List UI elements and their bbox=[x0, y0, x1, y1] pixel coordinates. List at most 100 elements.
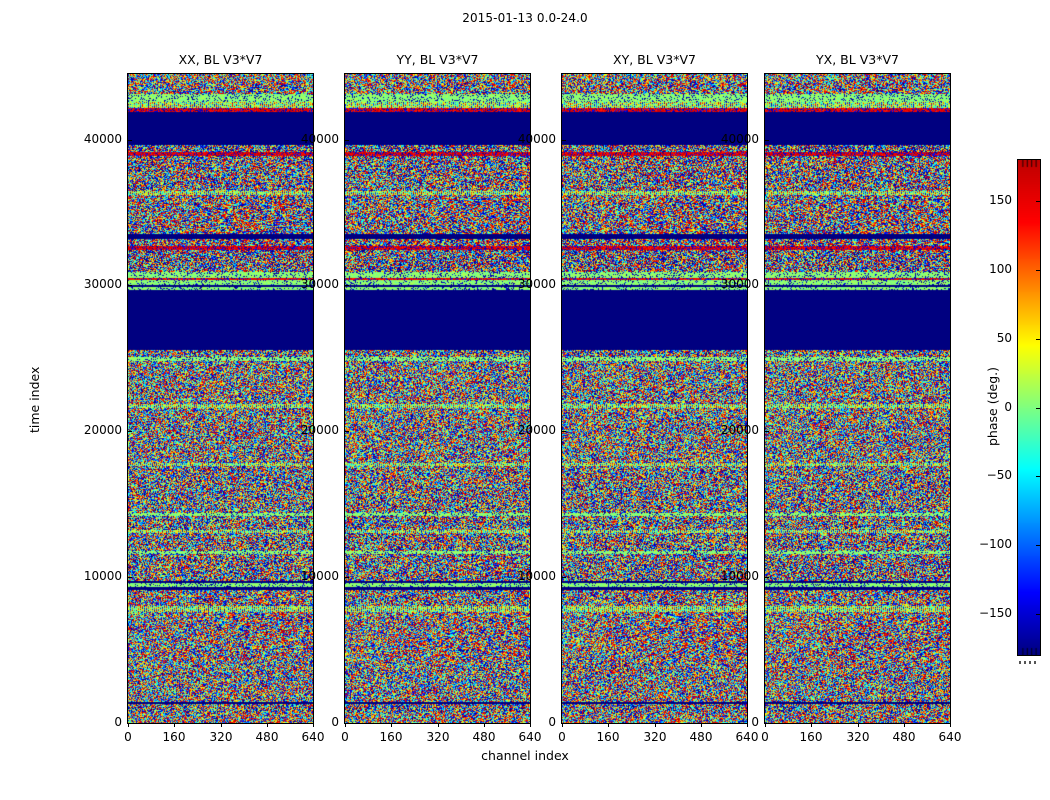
y-tick-label: 20000 bbox=[300, 423, 339, 437]
x-tick-mark bbox=[858, 723, 859, 727]
y-tick-mark bbox=[128, 140, 132, 141]
waterfall-image-yx bbox=[765, 74, 950, 723]
x-tick-label: 640 bbox=[301, 730, 325, 744]
y-tick-mark bbox=[765, 723, 769, 724]
waterfall-panel-xx[interactable] bbox=[127, 73, 314, 724]
x-tick-label: 640 bbox=[518, 730, 542, 744]
x-tick-label: 480 bbox=[892, 730, 916, 744]
y-tick-mark bbox=[765, 140, 769, 141]
y-tick-mark bbox=[562, 431, 566, 432]
x-tick-label: 160 bbox=[379, 730, 403, 744]
x-tick-label: 160 bbox=[162, 730, 186, 744]
x-tick-label: 640 bbox=[735, 730, 759, 744]
panel-title-yx: YX, BL V3*V7 bbox=[816, 52, 899, 67]
y-tick-mark bbox=[562, 140, 566, 141]
x-tick-mark bbox=[608, 723, 609, 727]
y-tick-mark bbox=[345, 285, 349, 286]
y-tick-mark bbox=[765, 577, 769, 578]
x-tick-mark bbox=[484, 723, 485, 727]
panel-title-xy: XY, BL V3*V7 bbox=[613, 52, 696, 67]
y-tick-label: 40000 bbox=[720, 132, 759, 146]
x-tick-mark bbox=[701, 723, 702, 727]
y-tick-mark bbox=[562, 577, 566, 578]
x-tick-mark bbox=[313, 723, 314, 727]
colorbar-tick-label: −100 bbox=[979, 537, 1012, 551]
y-tick-label: 30000 bbox=[720, 277, 759, 291]
x-tick-label: 320 bbox=[209, 730, 233, 744]
y-tick-mark bbox=[128, 723, 132, 724]
x-tick-mark bbox=[345, 723, 346, 727]
y-tick-mark bbox=[345, 140, 349, 141]
x-tick-mark bbox=[811, 723, 812, 727]
colorbar-tick-mark bbox=[1036, 476, 1040, 477]
x-tick-mark bbox=[267, 723, 268, 727]
x-tick-label: 0 bbox=[558, 730, 566, 744]
x-tick-mark bbox=[128, 723, 129, 727]
x-tick-label: 0 bbox=[341, 730, 349, 744]
colorbar-tick-label: 0 bbox=[1004, 400, 1012, 414]
y-tick-label: 40000 bbox=[300, 132, 339, 146]
y-tick-label: 0 bbox=[114, 715, 122, 729]
x-tick-mark bbox=[530, 723, 531, 727]
colorbar-tick-label: 50 bbox=[996, 331, 1012, 345]
y-tick-mark bbox=[128, 285, 132, 286]
colorbar-label: phase (deg.) bbox=[985, 366, 1000, 446]
colorbar-tick-mark bbox=[1036, 614, 1040, 615]
panel-title-yy: YY, BL V3*V7 bbox=[396, 52, 479, 67]
y-tick-mark bbox=[345, 577, 349, 578]
y-tick-label: 30000 bbox=[300, 277, 339, 291]
x-tick-label: 320 bbox=[426, 730, 450, 744]
x-tick-label: 320 bbox=[643, 730, 667, 744]
x-tick-label: 640 bbox=[938, 730, 962, 744]
x-tick-mark bbox=[391, 723, 392, 727]
x-tick-label: 480 bbox=[255, 730, 279, 744]
x-tick-mark bbox=[950, 723, 951, 727]
y-tick-label: 10000 bbox=[83, 569, 122, 583]
y-tick-label: 20000 bbox=[720, 423, 759, 437]
x-axis-label: channel index bbox=[481, 748, 569, 763]
y-tick-mark bbox=[345, 431, 349, 432]
y-tick-label: 0 bbox=[331, 715, 339, 729]
y-tick-label: 10000 bbox=[517, 569, 556, 583]
y-tick-mark bbox=[562, 723, 566, 724]
x-tick-label: 0 bbox=[124, 730, 132, 744]
waterfall-image-xy bbox=[562, 74, 747, 723]
figure-suptitle: 2015-01-13 0.0-24.0 bbox=[462, 11, 588, 25]
x-tick-mark bbox=[174, 723, 175, 727]
colorbar-tick-mark bbox=[1036, 201, 1040, 202]
colorbar-tick-label: 150 bbox=[989, 193, 1012, 207]
colorbar-tick-mark bbox=[1036, 339, 1040, 340]
x-tick-mark bbox=[438, 723, 439, 727]
colorbar[interactable] bbox=[1017, 159, 1041, 656]
y-tick-label: 40000 bbox=[517, 132, 556, 146]
y-tick-label: 10000 bbox=[720, 569, 759, 583]
x-tick-label: 160 bbox=[596, 730, 620, 744]
x-tick-label: 0 bbox=[761, 730, 769, 744]
y-tick-mark bbox=[562, 285, 566, 286]
y-tick-label: 30000 bbox=[83, 277, 122, 291]
y-tick-mark bbox=[345, 723, 349, 724]
colorbar-tick-mark bbox=[1036, 408, 1040, 409]
colorbar-gradient bbox=[1018, 160, 1040, 655]
y-tick-label: 0 bbox=[751, 715, 759, 729]
x-tick-label: 320 bbox=[846, 730, 870, 744]
waterfall-image-xx bbox=[128, 74, 313, 723]
y-tick-mark bbox=[128, 431, 132, 432]
colorbar-tick-mark bbox=[1036, 270, 1040, 271]
waterfall-image-yy bbox=[345, 74, 530, 723]
colorbar-tick-label: −50 bbox=[986, 468, 1012, 482]
waterfall-panel-xy[interactable] bbox=[561, 73, 748, 724]
waterfall-panel-yx[interactable] bbox=[764, 73, 951, 724]
y-axis-label: time index bbox=[27, 366, 42, 433]
y-tick-mark bbox=[128, 577, 132, 578]
x-tick-label: 480 bbox=[472, 730, 496, 744]
x-tick-mark bbox=[562, 723, 563, 727]
x-tick-mark bbox=[765, 723, 766, 727]
colorbar-tick-label: −150 bbox=[979, 606, 1012, 620]
waterfall-panel-yy[interactable] bbox=[344, 73, 531, 724]
y-tick-label: 10000 bbox=[300, 569, 339, 583]
x-tick-label: 480 bbox=[689, 730, 713, 744]
y-tick-mark bbox=[765, 431, 769, 432]
colorbar-tick-mark bbox=[1036, 545, 1040, 546]
